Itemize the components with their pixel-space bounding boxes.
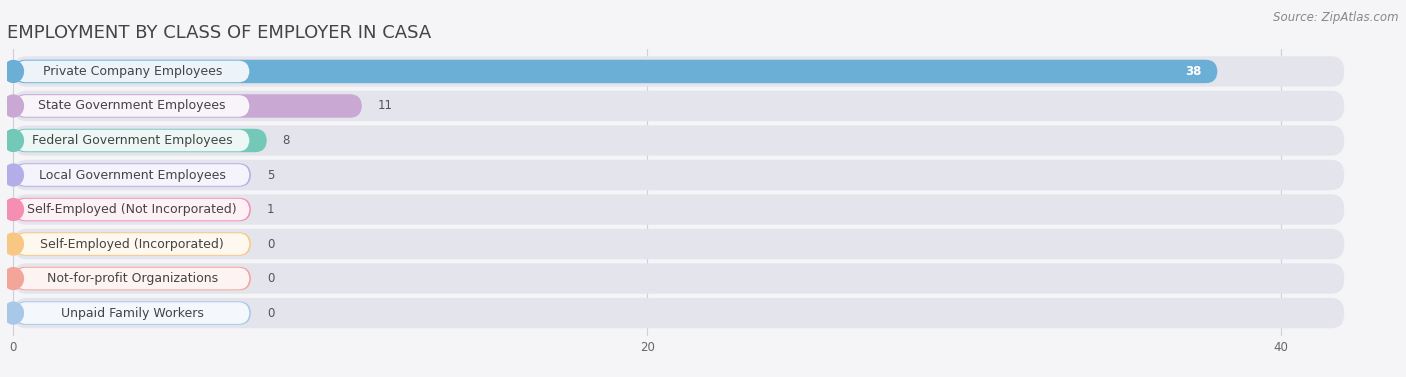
- Circle shape: [3, 164, 24, 186]
- Circle shape: [3, 268, 24, 290]
- FancyBboxPatch shape: [14, 94, 361, 118]
- FancyBboxPatch shape: [14, 301, 252, 325]
- FancyBboxPatch shape: [14, 125, 1344, 156]
- FancyBboxPatch shape: [15, 95, 249, 117]
- Circle shape: [3, 61, 24, 83]
- FancyBboxPatch shape: [15, 268, 249, 290]
- Text: Self-Employed (Not Incorporated): Self-Employed (Not Incorporated): [27, 203, 238, 216]
- Text: 1: 1: [267, 203, 274, 216]
- Text: Self-Employed (Incorporated): Self-Employed (Incorporated): [41, 238, 224, 251]
- Circle shape: [3, 130, 24, 152]
- Text: 38: 38: [1185, 65, 1202, 78]
- Text: 5: 5: [267, 169, 274, 181]
- FancyBboxPatch shape: [14, 163, 252, 187]
- Text: State Government Employees: State Government Employees: [38, 100, 226, 112]
- FancyBboxPatch shape: [14, 267, 252, 290]
- Circle shape: [3, 199, 24, 221]
- FancyBboxPatch shape: [14, 232, 252, 256]
- Text: Source: ZipAtlas.com: Source: ZipAtlas.com: [1274, 11, 1399, 24]
- FancyBboxPatch shape: [14, 91, 1344, 121]
- FancyBboxPatch shape: [14, 229, 1344, 259]
- Circle shape: [3, 95, 24, 117]
- Text: Private Company Employees: Private Company Employees: [42, 65, 222, 78]
- Text: Not-for-profit Organizations: Not-for-profit Organizations: [46, 272, 218, 285]
- Text: 0: 0: [267, 272, 274, 285]
- FancyBboxPatch shape: [14, 129, 267, 152]
- FancyBboxPatch shape: [15, 164, 249, 186]
- Text: Federal Government Employees: Federal Government Employees: [32, 134, 232, 147]
- FancyBboxPatch shape: [14, 160, 1344, 190]
- FancyBboxPatch shape: [15, 302, 249, 324]
- FancyBboxPatch shape: [14, 264, 1344, 294]
- Text: 11: 11: [378, 100, 392, 112]
- Circle shape: [3, 233, 24, 255]
- Text: EMPLOYMENT BY CLASS OF EMPLOYER IN CASA: EMPLOYMENT BY CLASS OF EMPLOYER IN CASA: [7, 24, 432, 42]
- Text: 0: 0: [267, 307, 274, 320]
- FancyBboxPatch shape: [14, 298, 1344, 328]
- FancyBboxPatch shape: [15, 233, 249, 255]
- Text: 8: 8: [283, 134, 290, 147]
- Text: 0: 0: [267, 238, 274, 251]
- FancyBboxPatch shape: [15, 130, 249, 151]
- Text: Local Government Employees: Local Government Employees: [39, 169, 225, 181]
- FancyBboxPatch shape: [15, 199, 249, 220]
- FancyBboxPatch shape: [14, 60, 1218, 83]
- Circle shape: [3, 302, 24, 324]
- FancyBboxPatch shape: [14, 56, 1344, 87]
- FancyBboxPatch shape: [14, 198, 252, 221]
- FancyBboxPatch shape: [15, 61, 249, 82]
- FancyBboxPatch shape: [14, 194, 1344, 225]
- Text: Unpaid Family Workers: Unpaid Family Workers: [60, 307, 204, 320]
